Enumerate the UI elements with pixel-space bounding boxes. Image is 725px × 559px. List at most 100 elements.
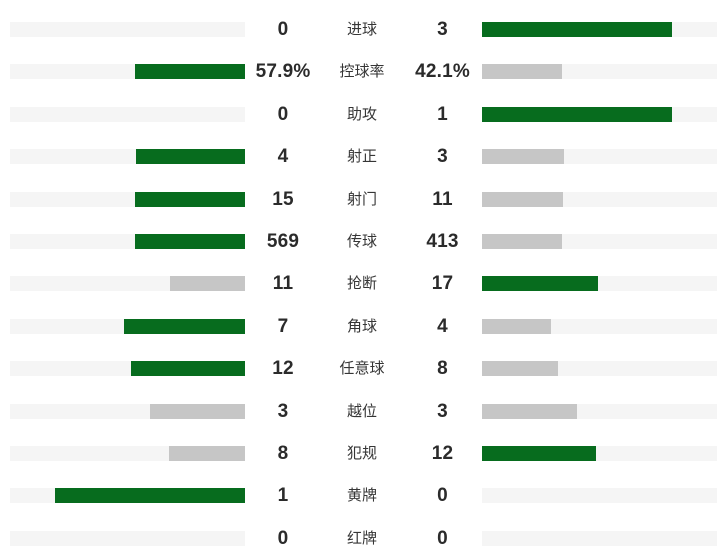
stat-row: 0 进球 3 <box>0 19 725 40</box>
stat-row: 8 犯规 12 <box>0 442 725 464</box>
stat-rows-container: 0 进球 3 57.9% 控球率 42.1% 0 助攻 1 4 射正 <box>0 19 725 549</box>
home-stat-value: 0 <box>277 527 289 549</box>
away-stat-value: 42.1% <box>415 61 470 83</box>
home-stat-bar <box>130 361 245 377</box>
stat-label: 助攻 <box>346 105 377 123</box>
stat-label: 黄牌 <box>346 487 377 505</box>
away-stat-value: 3 <box>437 146 448 168</box>
stat-row: 569 传球 413 <box>0 230 725 252</box>
away-stat-value: 0 <box>437 527 448 549</box>
away-stat-value: 12 <box>431 442 454 464</box>
stat-label: 传球 <box>346 232 377 250</box>
home-stat-track <box>10 445 245 461</box>
home-stat-value: 3 <box>277 400 289 422</box>
stat-row: 7 角球 4 <box>0 315 725 337</box>
away-stat-track <box>482 106 717 122</box>
home-stat-bar <box>134 64 245 80</box>
away-stat-value: 413 <box>426 230 459 252</box>
home-stat-value: 1 <box>277 485 289 507</box>
home-stat-track <box>10 233 245 249</box>
stat-label: 射门 <box>346 190 377 208</box>
away-stat-bar <box>482 22 673 37</box>
home-stat-value: 8 <box>277 442 289 464</box>
stat-label: 角球 <box>346 317 377 335</box>
home-stat-bar <box>123 318 245 334</box>
away-stat-track <box>482 403 717 419</box>
home-stat-value: 0 <box>277 19 289 40</box>
away-stat-track <box>482 191 717 207</box>
home-stat-value: 57.9% <box>255 61 311 83</box>
home-stat-track <box>10 530 245 546</box>
stat-label: 控球率 <box>339 63 385 81</box>
stat-row: 4 射正 3 <box>0 146 725 168</box>
stat-row: 3 越位 3 <box>0 400 725 422</box>
home-stat-value: 11 <box>272 273 294 295</box>
home-stat-track <box>10 361 245 377</box>
home-stat-value: 569 <box>266 230 300 252</box>
away-stat-bar <box>482 445 597 461</box>
away-stat-track <box>482 488 717 504</box>
stat-label: 红牌 <box>346 529 377 547</box>
stat-row: 15 射门 11 <box>0 188 725 210</box>
stat-row: 0 助攻 1 <box>0 103 725 125</box>
away-stat-value: 17 <box>431 273 454 295</box>
home-stat-track <box>10 106 245 122</box>
home-stat-track <box>10 276 245 292</box>
away-stat-bar <box>482 233 563 249</box>
away-stat-track <box>482 361 717 377</box>
away-stat-bar <box>482 361 559 377</box>
stat-label: 进球 <box>346 21 377 38</box>
home-stat-track <box>10 191 245 207</box>
away-stat-value: 8 <box>437 358 448 380</box>
home-stat-value: 7 <box>277 315 289 337</box>
stat-label: 越位 <box>346 402 377 420</box>
away-stat-value: 3 <box>437 19 448 40</box>
away-stat-bar <box>482 276 598 292</box>
away-stat-value: 1 <box>437 103 448 125</box>
home-stat-bar <box>168 445 245 461</box>
away-stat-track <box>482 276 717 292</box>
stat-row: 11 抢断 17 <box>0 273 725 295</box>
away-stat-bar <box>482 403 578 419</box>
away-stat-value: 11 <box>432 188 453 210</box>
home-stat-track <box>10 488 245 504</box>
stat-row: 0 红牌 0 <box>0 527 725 549</box>
away-stat-track <box>482 64 717 80</box>
home-stat-bar <box>54 488 245 504</box>
home-stat-track <box>10 22 245 37</box>
stat-label: 射正 <box>346 148 377 166</box>
home-stat-value: 15 <box>272 188 294 210</box>
stat-label: 犯规 <box>346 444 377 462</box>
away-stat-bar <box>482 149 564 165</box>
stat-label: 任意球 <box>339 360 385 378</box>
away-stat-bar <box>482 106 673 122</box>
away-stat-bar <box>482 318 552 334</box>
away-stat-bar <box>482 64 563 80</box>
home-stat-track <box>10 149 245 165</box>
stat-row: 12 任意球 8 <box>0 358 725 380</box>
away-stat-bar <box>482 191 563 207</box>
away-stat-value: 0 <box>437 485 448 507</box>
away-stat-track <box>482 233 717 249</box>
home-stat-value: 4 <box>277 146 289 168</box>
away-stat-value: 4 <box>437 315 448 337</box>
away-stat-track <box>482 530 717 546</box>
away-stat-track <box>482 445 717 461</box>
away-stat-value: 3 <box>437 400 448 422</box>
away-stat-track <box>482 318 717 334</box>
home-stat-track <box>10 64 245 80</box>
stat-row: 1 黄牌 0 <box>0 485 725 507</box>
home-stat-value: 12 <box>272 358 294 380</box>
stat-row: 57.9% 控球率 42.1% <box>0 61 725 83</box>
home-stat-track <box>10 318 245 334</box>
home-stat-value: 0 <box>277 103 289 125</box>
away-stat-track <box>482 22 717 37</box>
home-stat-bar <box>134 233 245 249</box>
home-stat-bar <box>170 276 245 292</box>
home-stat-bar <box>135 191 245 207</box>
stat-label: 抢断 <box>346 275 377 293</box>
home-stat-bar <box>149 403 245 419</box>
away-stat-track <box>482 149 717 165</box>
home-stat-bar <box>136 149 245 165</box>
